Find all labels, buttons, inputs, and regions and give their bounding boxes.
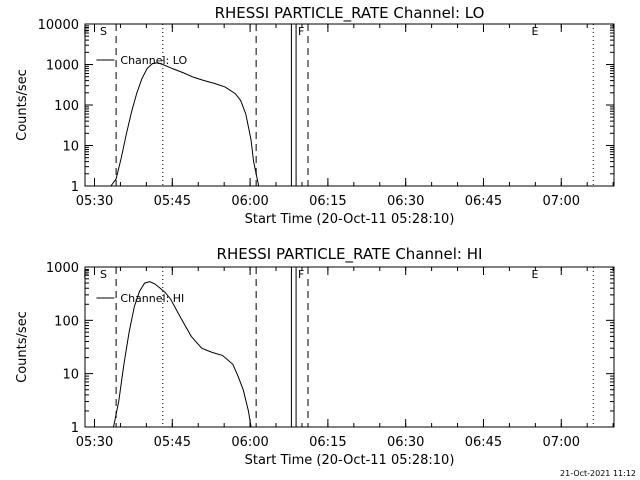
- event-marker-e: E: [532, 25, 539, 38]
- x-tick-label: 05:30: [76, 435, 113, 450]
- x-tick-label: 06:15: [309, 194, 346, 209]
- event-marker-f: F: [298, 25, 304, 38]
- event-marker-e: E: [532, 268, 539, 281]
- series-line-1: [110, 62, 260, 187]
- y-tick-label: 1: [71, 180, 79, 195]
- y-tick-label: 10: [62, 140, 79, 155]
- legend-label: Channel: LO: [120, 54, 187, 67]
- chart-panel-1: RHESSI PARTICLE_RATE Channel: LO 1 10 100 10…: [15, 4, 615, 227]
- x-tick-label: 06:45: [465, 435, 502, 450]
- series-line-2: [113, 281, 252, 428]
- x-tick-label: 06:00: [231, 194, 268, 209]
- event-marker-s: S: [100, 268, 107, 281]
- x-tick-label: 06:30: [387, 194, 424, 209]
- event-marker-f: F: [83, 268, 89, 281]
- y-tick-label: 100: [54, 314, 79, 329]
- plot-frame: [84, 266, 615, 428]
- x-tick-label: 06:30: [387, 435, 424, 450]
- x-tick-label: 05:45: [154, 435, 191, 450]
- event-marker-f: F: [298, 268, 304, 281]
- x-axis-label: Start Time (20-Oct-11 05:28:10): [245, 453, 455, 468]
- x-tick-label: 05:45: [154, 194, 191, 209]
- y-tick-label: 10: [62, 368, 79, 383]
- x-tick-label: 05:30: [76, 194, 113, 209]
- x-tick-label: 07:00: [543, 435, 580, 450]
- x-tick-label: 06:45: [465, 194, 502, 209]
- y-tick-label: 1000: [46, 59, 79, 74]
- y-axis-label: Counts/sec: [15, 311, 30, 383]
- chart-title: RHESSI PARTICLE_RATE Channel: HI: [217, 245, 483, 264]
- event-marker-s: S: [100, 25, 107, 38]
- y-tick-label: 1000: [46, 261, 79, 276]
- chart-panel-2: RHESSI PARTICLE_RATE Channel: HI 1 10 100 10…: [15, 245, 615, 468]
- x-axis-label: Start Time (20-Oct-11 05:28:10): [245, 212, 455, 227]
- y-tick-label: 10000: [38, 18, 79, 33]
- y-axis-label: Counts/sec: [15, 69, 30, 141]
- x-tick-label: 06:00: [231, 435, 268, 450]
- legend-label: Channel: HI: [120, 292, 184, 305]
- plot-frame: [84, 23, 615, 187]
- y-tick-label: 1: [71, 421, 79, 436]
- event-marker-f: F: [83, 25, 89, 38]
- chart-title: RHESSI PARTICLE_RATE Channel: LO: [215, 4, 485, 23]
- timestamp-label: 21-Oct-2021 11:12: [560, 469, 636, 478]
- x-tick-label: 06:15: [309, 435, 346, 450]
- x-tick-label: 07:00: [543, 194, 580, 209]
- y-tick-label: 100: [54, 99, 79, 114]
